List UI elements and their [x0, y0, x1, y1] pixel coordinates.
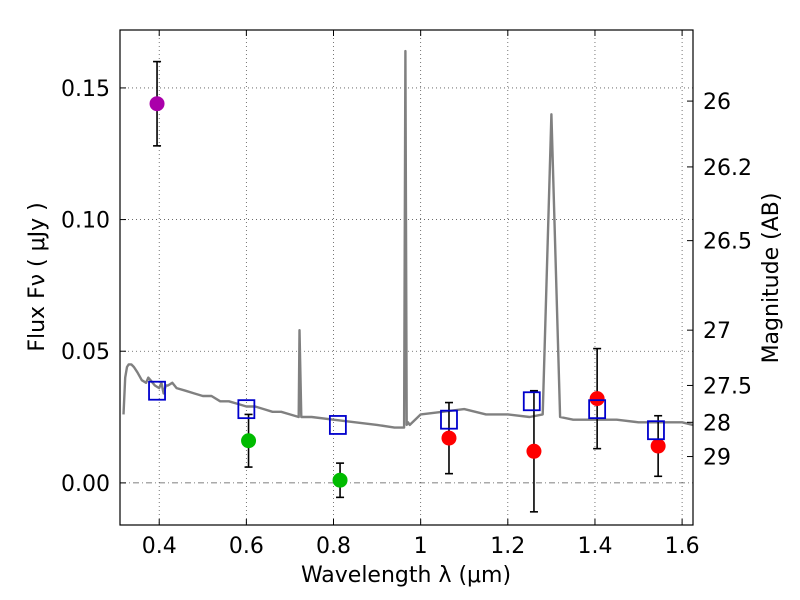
- x-tick-label: 0.6: [229, 534, 264, 559]
- y-tick-label: 0.05: [61, 340, 110, 365]
- right-tick-label: 27: [703, 319, 731, 344]
- model-photometry-box: [148, 380, 166, 401]
- data-marks-layer: [148, 60, 666, 513]
- model-photometry-box: [522, 391, 541, 412]
- data-point: [149, 96, 165, 112]
- right-axis-label: Magnitude (AB): [759, 193, 784, 364]
- right-tick-label: 26.5: [703, 230, 752, 255]
- data-point: [650, 438, 666, 454]
- right-tick-label: 28: [703, 411, 731, 436]
- x-tick-label: 0.4: [142, 534, 177, 559]
- model-photometry-box: [588, 399, 607, 420]
- y-tick-label: 0.00: [61, 472, 110, 497]
- data-point: [589, 391, 605, 407]
- model-photometry-box: [328, 415, 347, 435]
- model-photometry-box: [647, 420, 665, 441]
- ticks-layer: 0.4 0.6 0.8 1 1.2 1.4 1.6 0.00 0.05 0.10 0.15 26 26.…: [61, 30, 752, 559]
- right-tick-label: 26: [703, 90, 731, 115]
- model-photometry-box: [440, 409, 458, 430]
- right-tick-label: 27.5: [703, 374, 752, 399]
- right-tick-label: 29: [703, 446, 731, 471]
- y-tick-label: 0.10: [61, 209, 110, 234]
- x-tick-label: 0.8: [316, 534, 351, 559]
- x-tick-label: 1.2: [490, 534, 525, 559]
- x-tick-label: 1.6: [665, 534, 700, 559]
- data-point: [332, 472, 348, 488]
- right-tick-label: 26.2: [703, 156, 752, 181]
- x-tick-label: 1: [414, 534, 428, 559]
- x-tick-label: 1.4: [577, 534, 612, 559]
- y-tick-label: 0.15: [61, 77, 110, 102]
- data-point: [441, 430, 457, 446]
- y-axis-label: Flux Fν ( μJy ): [25, 202, 50, 351]
- plot-frame: [119, 29, 694, 526]
- data-point: [241, 433, 257, 449]
- data-point: [526, 443, 542, 459]
- model-photometry-box: [237, 399, 256, 420]
- x-axis-label: Wavelength λ (μm): [301, 563, 511, 588]
